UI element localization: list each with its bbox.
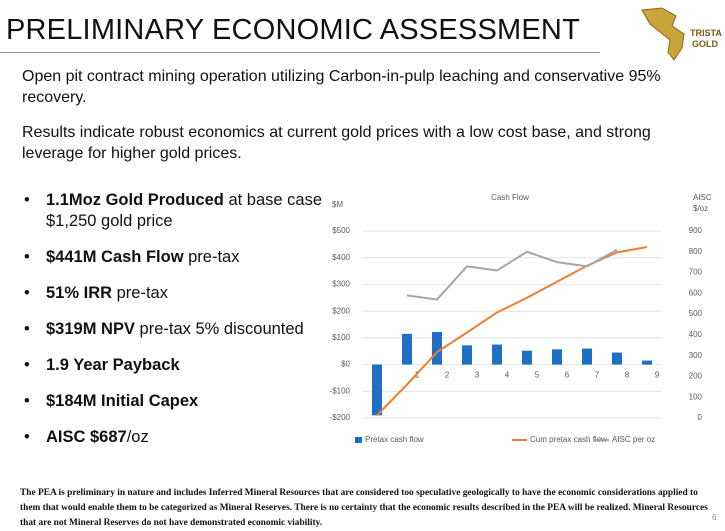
- bullet-text: pre-tax: [112, 284, 168, 302]
- y-tick-label: -$100: [330, 386, 351, 395]
- bar: [492, 344, 502, 365]
- y-tick-label: -$200: [330, 413, 351, 422]
- y2-tick-label: 300: [689, 351, 703, 360]
- y-tick-label: $300: [332, 280, 350, 289]
- bullet-text: pre-tax: [183, 248, 240, 266]
- bullet: $184M Initial Capex: [22, 391, 322, 412]
- bullet: 51% IRR pre-tax: [22, 283, 322, 304]
- bullet-bold: $319M NPV: [46, 320, 135, 338]
- bullet-bold: $184M Initial Capex: [46, 392, 199, 410]
- y2-tick-label: 800: [689, 247, 703, 256]
- bar: [372, 364, 382, 416]
- bar: [642, 360, 652, 365]
- y-tick-label: $0: [341, 360, 350, 369]
- bar: [612, 352, 622, 365]
- x-tick-label: 7: [595, 371, 600, 380]
- legend-label: AISC per oz: [612, 435, 655, 444]
- y2-tick-label: 400: [689, 330, 703, 339]
- logo-map: [641, 7, 685, 61]
- y-tick-label: $200: [332, 306, 350, 315]
- y2-tick-label: 100: [689, 392, 703, 401]
- y-tick-label: $100: [332, 333, 350, 342]
- bar: [582, 348, 592, 365]
- legend-label: Cum pretax cash flow: [530, 435, 607, 444]
- y2-tick-label: 500: [689, 309, 703, 318]
- bullet: $319M NPV pre-tax 5% discounted: [22, 319, 322, 340]
- y2-tick-label: 600: [689, 288, 703, 297]
- legend-label: Pretax cash flow: [365, 435, 424, 444]
- bar: [522, 350, 532, 365]
- legend-swatch: [355, 437, 362, 443]
- bar: [402, 333, 412, 365]
- bullet-list: 1.1Moz Gold Produced at base case $1,250…: [22, 190, 322, 463]
- x-tick-label: 4: [505, 371, 510, 380]
- y2-tick-label: 700: [689, 268, 703, 277]
- line: [406, 248, 618, 301]
- bar: [552, 349, 562, 365]
- bullet-bold: AISC $687: [46, 428, 127, 446]
- x-tick-label: 6: [565, 371, 570, 380]
- bullet-text: /oz: [126, 428, 149, 446]
- chart: Cash Flow $M AISC $/oz $500 $400 $300 $200 $…: [330, 193, 712, 444]
- bullet-bold: 1.9 Year Payback: [46, 356, 180, 374]
- bar: [432, 331, 442, 365]
- paragraph: Open pit contract mining operation utili…: [22, 68, 661, 106]
- paragraph: Results indicate robust economics at cur…: [22, 124, 651, 162]
- y-axis-label: $M: [332, 200, 343, 209]
- bullet: 1.1Moz Gold Produced at base case $1,250…: [22, 190, 322, 232]
- y-tick-label: $500: [332, 226, 350, 235]
- bullet: 1.9 Year Payback: [22, 355, 322, 376]
- y-tick-label: $400: [332, 253, 350, 262]
- x-tick-label: 9: [655, 371, 660, 380]
- disclaimer: The PEA is preliminary in nature and inc…: [20, 488, 708, 528]
- y2-tick-label: 200: [689, 372, 703, 381]
- bullet: $441M Cash Flow pre-tax: [22, 247, 322, 268]
- bullet-bold: 1.1Moz Gold Produced: [46, 191, 224, 209]
- chart-title: Cash Flow: [491, 193, 529, 202]
- page-number: 6: [712, 513, 717, 522]
- bullet: AISC $687/oz: [22, 427, 322, 448]
- y2-tick-label: 0: [698, 413, 703, 422]
- bar: [462, 345, 472, 365]
- logo-text: GOLD: [692, 39, 718, 49]
- bullet-bold: $441M Cash Flow: [46, 248, 184, 266]
- y2-axis-label: $/oz: [693, 204, 708, 213]
- x-tick-label: 2: [445, 371, 450, 380]
- logo-text: TRISTAR: [690, 28, 722, 38]
- line: [376, 246, 648, 417]
- x-tick-label: 8: [625, 371, 630, 380]
- slide-title: PRELIMINARY ECONOMIC ASSESSMENT: [6, 14, 580, 46]
- title-rule: [0, 52, 600, 53]
- bullet-text: at base case $1,250 gold price: [46, 191, 323, 230]
- logo: TRISTAR GOLD: [641, 7, 722, 61]
- x-tick-label: 1: [415, 371, 420, 380]
- bullet-bold: 51% IRR: [46, 284, 113, 302]
- x-tick-label: 3: [475, 371, 480, 380]
- y2-tick-label: 900: [689, 226, 703, 235]
- y2-axis-label: AISC: [693, 193, 712, 202]
- bullet-text: pre-tax 5% discounted: [134, 320, 304, 338]
- x-tick-label: 5: [535, 371, 540, 380]
